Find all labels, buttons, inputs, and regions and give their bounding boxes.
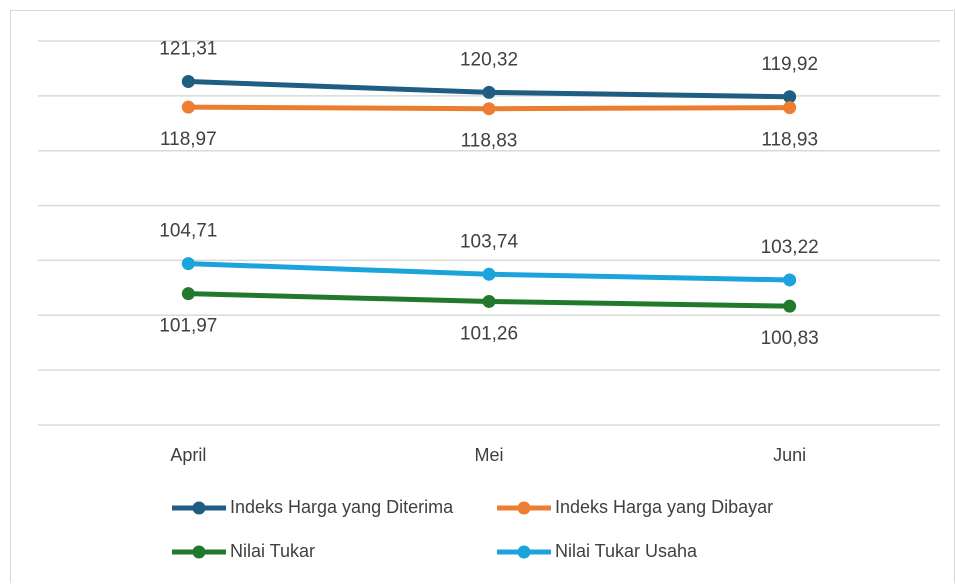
data-point (181, 74, 195, 88)
data-point (181, 287, 195, 301)
data-point (482, 85, 496, 99)
legend-marker (192, 501, 206, 515)
data-point (783, 101, 797, 115)
legend-label: Nilai Tukar Usaha (555, 541, 698, 561)
legend-label: Indeks Harga yang Diterima (230, 497, 454, 517)
data-point (181, 257, 195, 271)
data-label: 118,93 (761, 130, 818, 151)
data-point (482, 102, 496, 116)
x-tick-label: April (170, 445, 206, 465)
data-label: 103,74 (460, 231, 519, 252)
data-point (482, 294, 496, 308)
data-point (181, 100, 195, 114)
data-point (482, 267, 496, 281)
data-label: 103,22 (761, 237, 819, 258)
legend-marker (517, 545, 531, 559)
legend-marker (192, 545, 206, 559)
legend-label: Nilai Tukar (230, 541, 315, 561)
data-point (783, 299, 797, 313)
data-label: 100,83 (761, 328, 819, 349)
data-label: 121,31 (159, 39, 217, 60)
data-label: 120,32 (460, 49, 518, 70)
data-label: 104,71 (159, 221, 217, 242)
legend-marker (517, 501, 531, 515)
data-point (783, 273, 797, 287)
legend-label: Indeks Harga yang Dibayar (555, 497, 773, 517)
x-tick-label: Mei (474, 445, 503, 465)
data-label: 101,97 (159, 316, 217, 337)
data-point (783, 90, 797, 104)
data-label: 118,97 (160, 129, 217, 150)
data-label: 119,92 (761, 54, 818, 75)
data-label: 118,83 (461, 131, 518, 152)
data-label: 101,26 (460, 323, 518, 344)
x-tick-label: Juni (773, 445, 806, 465)
